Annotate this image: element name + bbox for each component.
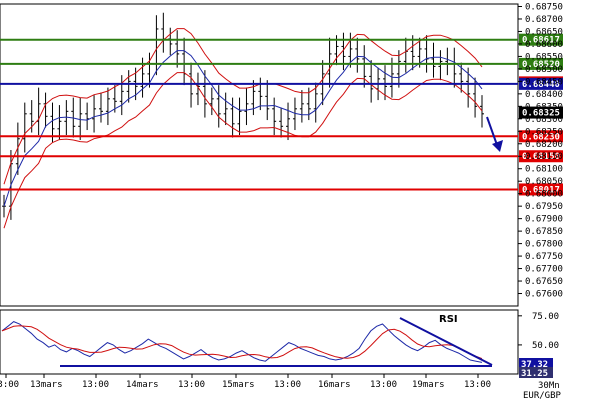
x-tick-label: 13:00 bbox=[178, 380, 205, 390]
x-tick-label: 14mars bbox=[126, 380, 159, 390]
y-tick-label: 0.68650 bbox=[525, 27, 563, 37]
rsi-value-label: 37.32 bbox=[521, 360, 548, 370]
y-tick-label: 0.68150 bbox=[525, 152, 563, 162]
y-tick-label: 0.67600 bbox=[525, 290, 563, 300]
level-price-box bbox=[519, 130, 563, 143]
x-axis: 13:00 13mars 13:00 14mars 13:00 15mars 13:00 16… bbox=[0, 374, 491, 390]
x-tick-label: 13:00 bbox=[370, 380, 397, 390]
moving-average-line bbox=[3, 50, 483, 207]
y-tick-label: 0.68100 bbox=[525, 165, 563, 175]
rsi-value-box bbox=[519, 367, 553, 378]
x-tick-label: 13:00 bbox=[464, 380, 491, 390]
x-tick-label: 15mars bbox=[222, 380, 255, 390]
level-price-label: 0.68230 bbox=[522, 132, 560, 142]
instrument-label: EUR/GBP bbox=[523, 391, 562, 400]
y-tick-label: 0.67800 bbox=[525, 240, 563, 250]
last-price-box bbox=[519, 106, 563, 119]
y-tick-label: 0.67650 bbox=[525, 277, 563, 287]
price-grid bbox=[0, 3, 519, 375]
bollinger-upper-band bbox=[3, 28, 483, 185]
y-tick-label: 0.68250 bbox=[525, 127, 563, 137]
x-tick-label: 16mars bbox=[318, 380, 351, 390]
y-tick-label: 0.67850 bbox=[525, 227, 563, 237]
rsi-tick-label: 50.00 bbox=[532, 341, 559, 351]
level-price-box bbox=[519, 150, 563, 163]
x-tick-label: 13:00 bbox=[274, 380, 301, 390]
y-tick-label: 0.67900 bbox=[525, 215, 563, 225]
y-tick-label: 0.68350 bbox=[525, 102, 563, 112]
y-tick-label: 0.68700 bbox=[525, 15, 563, 25]
y-tick-label: 0.68500 bbox=[525, 65, 563, 75]
rsi-trendline bbox=[399, 317, 493, 366]
rsi-line bbox=[1, 321, 483, 363]
level-lines: 0.686170.685200.684460.684400.682300.681… bbox=[0, 33, 563, 196]
level-price-label: 0.68150 bbox=[522, 152, 560, 162]
price-axis: 0.687500.687000.686500.686000.685500.685… bbox=[518, 2, 563, 300]
y-tick-label: 0.68200 bbox=[525, 140, 563, 150]
rsi-tick-label: 75.00 bbox=[532, 312, 559, 322]
level-price-box bbox=[519, 57, 563, 70]
x-tick-label: 13mars bbox=[30, 380, 63, 390]
rsi-frame bbox=[0, 309, 519, 375]
y-tick-label: 0.68750 bbox=[525, 2, 563, 12]
level-price-box bbox=[519, 77, 563, 90]
y-tick-label: 0.68450 bbox=[525, 77, 563, 87]
y-tick-label: 0.68550 bbox=[525, 52, 563, 62]
x-tick-label: 13:00 bbox=[82, 380, 109, 390]
trend-arrow-head bbox=[492, 140, 503, 152]
price-marks bbox=[2, 12, 484, 229]
y-tick-label: 0.67700 bbox=[525, 265, 563, 275]
y-tick-label: 0.67750 bbox=[525, 252, 563, 262]
last-price-label: 0.68325 bbox=[522, 109, 560, 119]
level-price-label: 0.68520 bbox=[522, 60, 560, 70]
rsi-signal-line bbox=[1, 325, 483, 360]
rsi-value-label: 31.25 bbox=[521, 369, 548, 379]
level-price-label: 0.68017 bbox=[522, 185, 560, 195]
level-price-box bbox=[519, 33, 563, 46]
level-price-label: 0.68617 bbox=[522, 36, 560, 46]
price-frame bbox=[0, 3, 519, 307]
bollinger-lower-band bbox=[3, 72, 483, 229]
timeframe-label: 30Mn bbox=[538, 381, 560, 391]
x-tick-label: 19mars bbox=[412, 380, 445, 390]
rsi-title: RSI bbox=[439, 314, 458, 325]
y-tick-label: 0.68400 bbox=[525, 90, 563, 100]
level-price-box bbox=[519, 183, 563, 196]
level-price-label: 0.68440 bbox=[522, 80, 560, 90]
y-tick-label: 0.68050 bbox=[525, 177, 563, 187]
x-tick-label: 13:00 bbox=[0, 380, 19, 390]
rsi-value-box bbox=[519, 358, 553, 369]
y-tick-label: 0.68300 bbox=[525, 115, 563, 125]
y-tick-label: 0.68000 bbox=[525, 190, 563, 200]
y-tick-label: 0.67950 bbox=[525, 202, 563, 212]
trend-arrow-shaft bbox=[486, 116, 498, 146]
y-tick-label: 0.68600 bbox=[525, 40, 563, 50]
